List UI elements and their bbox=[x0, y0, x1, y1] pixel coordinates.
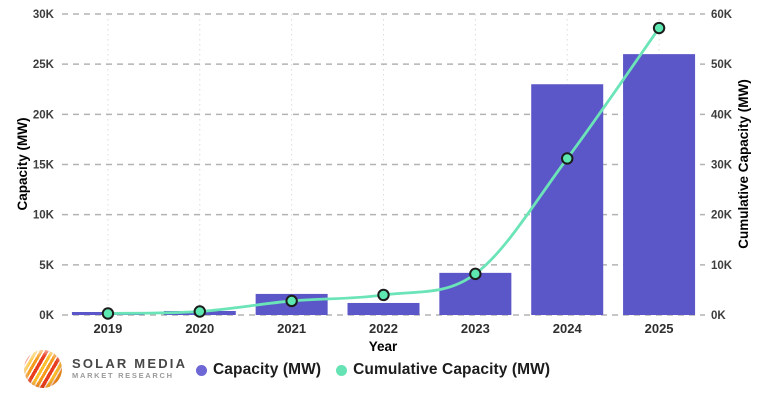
right-tick-60K: 60K bbox=[711, 9, 733, 21]
right-tick-10K: 10K bbox=[711, 260, 733, 272]
x-tick-2024: 2024 bbox=[553, 321, 583, 336]
left-tick-15K: 15K bbox=[33, 160, 55, 172]
bar-2025[interactable] bbox=[623, 54, 696, 316]
cumulative-legend-label: Cumulative Capacity (MW) bbox=[353, 361, 551, 378]
cumulative-legend-dot bbox=[336, 364, 348, 376]
line-marker-2022[interactable] bbox=[377, 288, 390, 302]
line-marker-2021[interactable] bbox=[285, 294, 298, 308]
x-tick-2021: 2021 bbox=[277, 321, 306, 336]
legend-item-capacity[interactable]: Capacity (MW) bbox=[196, 361, 321, 379]
right-axis-ticks: 0K 10K 20K 30K 40K 50K 60K bbox=[711, 9, 733, 322]
line-marker-2024[interactable] bbox=[561, 152, 574, 165]
x-tick-2025: 2025 bbox=[645, 321, 674, 336]
bar-2022[interactable] bbox=[347, 302, 420, 315]
brand-text: SOLAR MEDIA MARKET RESEARCH bbox=[72, 356, 188, 381]
capacity-chart: 0K 5K 10K 15K 20K 25K 30K 0K 10K 20K 30K 40K 50K 60K… bbox=[15, 9, 751, 354]
line-series bbox=[101, 21, 666, 320]
line-marker-2020[interactable] bbox=[193, 305, 206, 318]
right-tick-30K: 30K bbox=[711, 160, 733, 172]
line-marker-2019[interactable] bbox=[101, 307, 115, 320]
right-tick-20K: 20K bbox=[711, 210, 733, 222]
right-tick-40K: 40K bbox=[711, 109, 733, 121]
x-tick-2019: 2019 bbox=[93, 321, 122, 336]
right-axis-title: Cumulative Capacity (MW) bbox=[736, 79, 751, 249]
legend-item-cumulative[interactable]: Cumulative Capacity (MW) bbox=[336, 361, 550, 379]
right-tick-0K: 0K bbox=[711, 310, 726, 322]
capacity-legend-dot bbox=[196, 364, 207, 376]
brand-title: SOLAR MEDIA bbox=[72, 356, 188, 372]
x-tick-2022: 2022 bbox=[369, 321, 398, 336]
left-tick-20K: 20K bbox=[33, 109, 55, 121]
x-tick-2020: 2020 bbox=[185, 321, 214, 336]
brand-subtitle: MARKET RESEARCH bbox=[72, 371, 174, 381]
right-tick-50K: 50K bbox=[711, 59, 733, 71]
left-tick-0K: 0K bbox=[39, 310, 54, 322]
chart-legend: Capacity (MW) Cumulative Capacity (MW) bbox=[196, 361, 550, 379]
line-marker-2023[interactable] bbox=[469, 267, 482, 281]
left-tick-10K: 10K bbox=[33, 210, 55, 222]
solar-sphere-icon bbox=[24, 350, 62, 388]
line-marker-2025[interactable] bbox=[652, 21, 666, 35]
brand-logo: SOLAR MEDIA MARKET RESEARCH bbox=[24, 350, 187, 388]
left-tick-30K: 30K bbox=[33, 9, 55, 21]
left-tick-5K: 5K bbox=[39, 260, 54, 272]
left-tick-25K: 25K bbox=[33, 59, 55, 71]
capacity-legend-label: Capacity (MW) bbox=[213, 361, 322, 378]
bar-2024[interactable] bbox=[531, 84, 604, 315]
bar-series bbox=[71, 54, 696, 316]
x-axis-ticks: 2019 2020 2021 2022 2023 2024 2025 bbox=[93, 321, 673, 336]
x-tick-2023: 2023 bbox=[461, 321, 490, 336]
left-axis-ticks: 0K 5K 10K 15K 20K 25K 30K bbox=[33, 9, 55, 322]
x-axis-title: Year bbox=[369, 339, 398, 354]
left-axis-title: Capacity (MW) bbox=[15, 117, 30, 210]
